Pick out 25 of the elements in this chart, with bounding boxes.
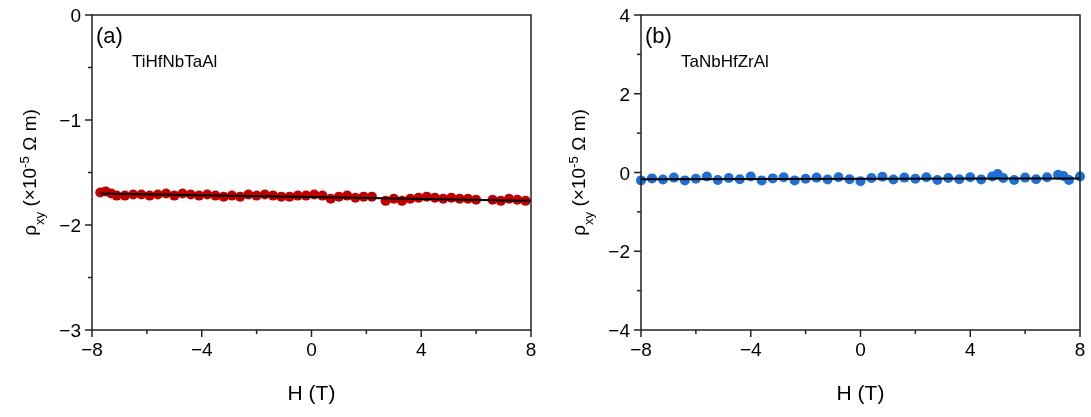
y-tick-label: 4 — [619, 5, 631, 26]
x-axis-title: H (T) — [836, 381, 885, 404]
chart-title: (a) — [96, 23, 123, 48]
x-tick-label: −4 — [739, 339, 763, 360]
y-tick-label: 2 — [619, 83, 630, 105]
chart-title: (b) — [645, 23, 672, 48]
y-tick-label: −2 — [59, 215, 81, 236]
x-tick-label: 4 — [415, 339, 427, 360]
y-tick-label: 0 — [619, 162, 630, 184]
y-tick-label: −4 — [608, 320, 631, 341]
y-tick-label: −3 — [59, 320, 81, 341]
x-tick-label: −8 — [630, 339, 652, 360]
annotation: TaNbHfZrAl — [681, 52, 769, 71]
x-tick-label: 8 — [525, 339, 537, 360]
x-tick-label: 0 — [855, 339, 866, 360]
y-tick-label: 0 — [70, 5, 81, 26]
y-tick-label: −2 — [608, 241, 630, 263]
x-tick-label: −8 — [81, 339, 103, 360]
x-tick-label: 4 — [964, 339, 976, 360]
x-tick-label: 0 — [306, 339, 317, 360]
y-tick-label: −1 — [59, 110, 81, 131]
x-axis-title: H (T) — [287, 381, 336, 404]
annotation: TiHfNbTaAl — [132, 52, 218, 71]
x-tick-label: −4 — [190, 339, 214, 360]
x-tick-label: 8 — [1074, 339, 1086, 360]
